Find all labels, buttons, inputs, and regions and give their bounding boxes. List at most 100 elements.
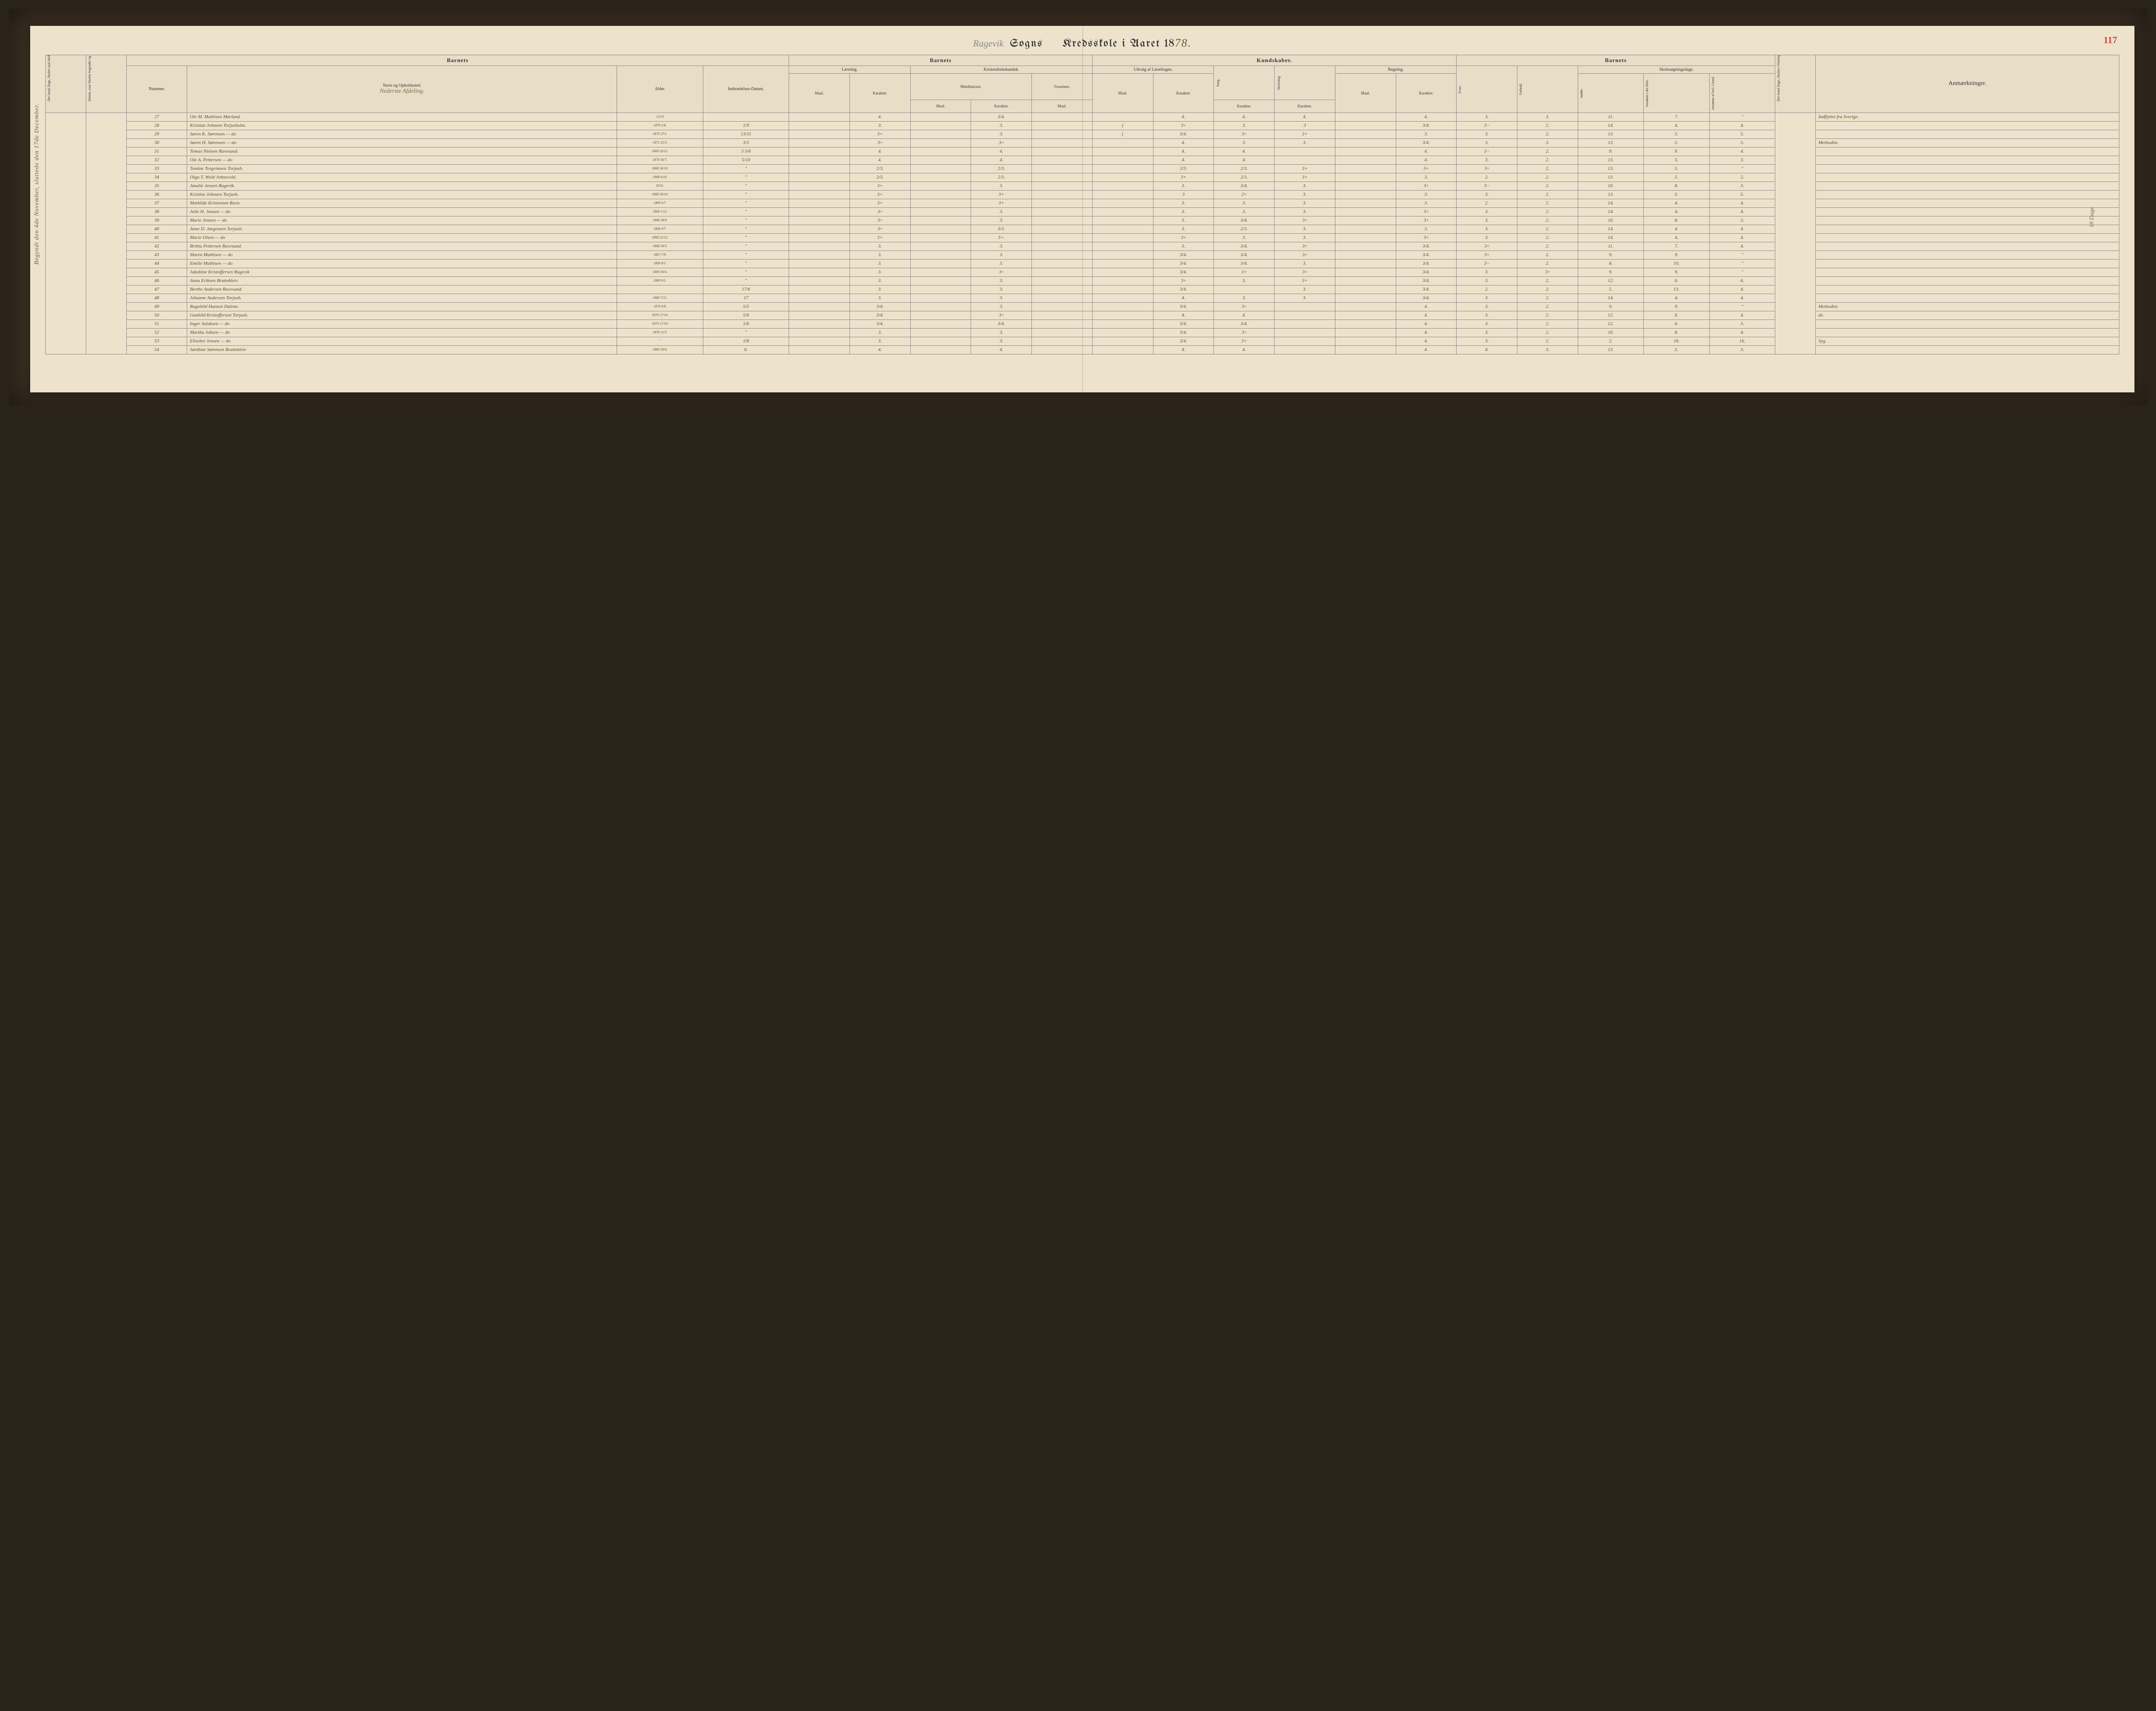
cell: 5/5	[703, 302, 789, 311]
cell	[703, 113, 789, 121]
cell	[1335, 190, 1396, 199]
cell: 3+	[1275, 130, 1335, 138]
cell: 2.	[1517, 302, 1578, 311]
cell	[1335, 147, 1396, 156]
cell: 4.	[1709, 147, 1775, 156]
cell: 3/4.	[1153, 337, 1214, 345]
cell: 4.	[1214, 311, 1275, 320]
cell: 6.	[1644, 276, 1709, 285]
cell	[789, 233, 850, 242]
cell	[910, 285, 971, 294]
cell: 4.	[1396, 320, 1457, 328]
cell	[1032, 173, 1093, 182]
cell: 1868 22/12.	[617, 233, 703, 242]
cell: 39	[126, 216, 187, 225]
cell	[1816, 207, 2119, 216]
cell: 3.	[971, 294, 1032, 302]
cell	[1092, 190, 1153, 199]
cell: 37	[126, 199, 187, 207]
cell: 3.	[971, 276, 1032, 285]
cell	[910, 276, 971, 285]
cell	[789, 147, 850, 156]
cell: 1868 6/10.	[617, 173, 703, 182]
cell	[1032, 276, 1093, 285]
cell	[789, 182, 850, 190]
cell: 4.	[1644, 199, 1709, 207]
cell	[1335, 311, 1396, 320]
cell: 3/4.	[1153, 130, 1214, 138]
cell: 3.	[1457, 156, 1517, 164]
cell: 27	[126, 113, 187, 121]
cell: 1869 30/4.	[617, 268, 703, 276]
cell: 3.	[1153, 242, 1214, 251]
hdr-kristendom: Kristendomskundsk.	[910, 66, 1092, 74]
cell: 3/4.	[971, 113, 1032, 121]
cell	[1032, 285, 1093, 294]
cell: Marie Olsen — do	[187, 233, 617, 242]
cell	[789, 225, 850, 233]
cell: 3.	[1457, 216, 1517, 225]
cell: Tomas Nielsen Ravesand.	[187, 147, 617, 156]
cell: 13/10	[617, 113, 703, 121]
parish-name-cursive: Ragevik	[973, 38, 1004, 49]
cell: 3+	[849, 190, 910, 199]
hdr-fors-hele: forsømte i det Hele.	[1644, 78, 1650, 109]
cell: 3.	[971, 302, 1032, 311]
cell: 3÷	[1275, 251, 1335, 259]
cell: 9.	[1644, 251, 1709, 259]
cell	[789, 328, 850, 337]
cell: 3+	[1275, 164, 1335, 173]
cell: "	[703, 242, 789, 251]
cell: "	[1709, 259, 1775, 268]
cell	[789, 268, 850, 276]
cell: 1868 18/5.	[617, 242, 703, 251]
hdr-fors-lovl: forsømte af lovl. Grund.	[1710, 75, 1716, 112]
cell	[1335, 130, 1396, 138]
cell: 2.	[1517, 259, 1578, 268]
cell: 29	[126, 130, 187, 138]
cell: 3+	[971, 199, 1032, 207]
cell: 4.	[1644, 233, 1709, 242]
cell: Julie H. Jensen — do	[187, 207, 617, 216]
cell	[1816, 345, 2119, 354]
cell	[1092, 164, 1153, 173]
cell	[1335, 294, 1396, 302]
cell: 53	[126, 337, 187, 345]
cell	[1816, 251, 2119, 259]
cell	[1032, 190, 1093, 199]
cell	[1092, 294, 1153, 302]
cell	[1335, 285, 1396, 294]
hdr-b-kar: Karakter.	[971, 100, 1032, 113]
cell: 3÷	[849, 216, 910, 225]
hdr-l-maal: Maal.	[789, 74, 850, 113]
cell: 3.	[1214, 121, 1275, 130]
cell: 2.	[1517, 337, 1578, 345]
cell: 3/4.	[1396, 268, 1457, 276]
cell: Marie Jensen — do	[187, 216, 617, 225]
cell: do	[1816, 311, 2119, 320]
cell: 14.	[1578, 207, 1643, 216]
cell	[910, 345, 971, 354]
cell: 5.	[1644, 164, 1709, 173]
hdr-sk-kar: Karakter.	[1275, 100, 1335, 113]
cell: 3/4.	[1214, 320, 1275, 328]
cell: 3.	[1517, 113, 1578, 121]
cell	[1032, 337, 1093, 345]
cell	[617, 285, 703, 294]
cell: 3+	[849, 199, 910, 207]
cell: 1868 9/7.	[617, 225, 703, 233]
cell: 3	[1275, 121, 1335, 130]
cell: Anne D. Jørgensen Torjush.	[187, 225, 617, 233]
cell	[1092, 268, 1153, 276]
cell: 3.	[1457, 294, 1517, 302]
cell: 3.	[849, 242, 910, 251]
cell: 3.	[1396, 225, 1457, 233]
cell: 1870 2/6.	[617, 121, 703, 130]
cell: 3.	[971, 328, 1032, 337]
cell: 3÷	[971, 311, 1032, 320]
cell: 1868 26/10.	[617, 164, 703, 173]
cell: Olga T. Wold Johnsvold.	[187, 173, 617, 182]
cell: 13.	[1644, 285, 1709, 294]
cell: 3÷	[1396, 233, 1457, 242]
cell: 4.	[1153, 147, 1214, 156]
